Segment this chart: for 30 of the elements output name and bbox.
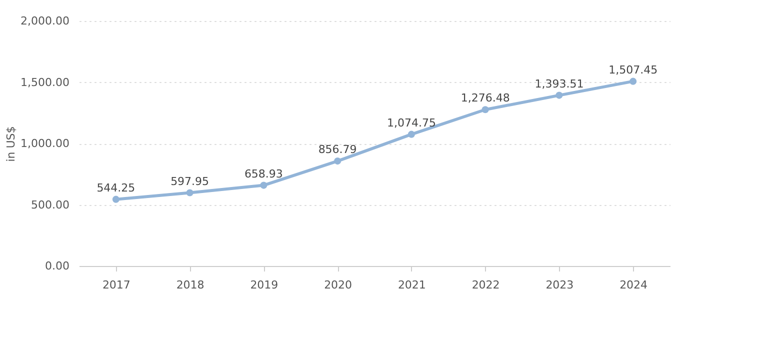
data-label: 1,276.48 — [460, 92, 510, 105]
y-tick-label: 0.00 — [45, 260, 70, 272]
data-label: 1,393.51 — [534, 77, 584, 90]
y-axis-title: in US$ — [4, 126, 18, 162]
x-tick-label: 2020 — [324, 278, 352, 292]
x-tick-label: 2017 — [102, 278, 130, 292]
data-label: 1,074.75 — [386, 116, 436, 130]
point — [556, 92, 563, 99]
y-tick-label: 1,000.00 — [20, 137, 70, 150]
y-tick-label: 2,000.00 — [20, 14, 70, 28]
data-label: 1,507.45 — [608, 63, 658, 76]
x-tick-label: 2019 — [250, 278, 278, 292]
point — [112, 196, 120, 203]
data-label: 597.95 — [170, 174, 210, 188]
y-tick-label: 500.00 — [31, 198, 70, 212]
y-tick-label: 1,500.00 — [20, 76, 70, 89]
x-tick-label: 2021 — [398, 278, 426, 292]
x-tick-label: 2022 — [472, 278, 500, 292]
data-label: 856.79 — [318, 143, 357, 156]
x-tick-label: 2024 — [620, 278, 648, 292]
point — [630, 78, 637, 85]
point — [260, 182, 268, 189]
data-label: 658.93 — [244, 167, 283, 180]
point — [408, 130, 415, 138]
x-tick-label: 2023 — [546, 278, 574, 292]
point — [186, 189, 194, 196]
point — [334, 158, 342, 165]
x-tick-label: 2018 — [176, 278, 204, 292]
point — [482, 106, 489, 114]
data-label: 544.25 — [96, 181, 136, 194]
